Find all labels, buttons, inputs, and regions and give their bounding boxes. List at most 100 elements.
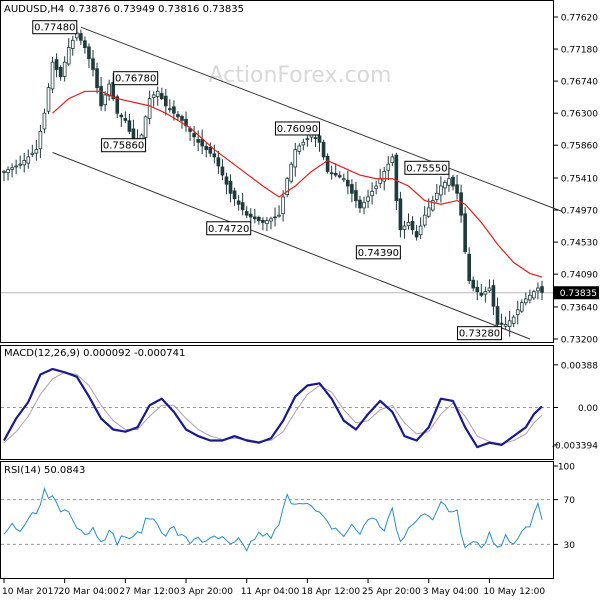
candle-body — [507, 320, 512, 328]
candle-body — [168, 108, 172, 111]
candle — [297, 143, 302, 155]
candle — [261, 217, 265, 231]
candle — [451, 174, 455, 191]
candle-body — [382, 171, 387, 182]
candle — [515, 300, 520, 325]
candle — [99, 76, 103, 111]
candle-body — [103, 94, 107, 106]
candle-body — [204, 146, 209, 150]
candle — [50, 56, 55, 93]
candle-body — [83, 40, 87, 48]
candle-body — [143, 116, 148, 138]
candle-body — [46, 87, 51, 112]
candle — [46, 83, 51, 114]
candle-body — [232, 190, 237, 200]
candle-body — [236, 200, 241, 205]
rsi-y-tick-label: 70 — [564, 496, 576, 506]
candle-body — [499, 322, 504, 325]
candle — [519, 299, 524, 313]
price-annotation-box — [101, 138, 147, 153]
price-panel-frame — [0, 0, 554, 343]
price-y-tick-label: 0.76740 — [561, 78, 598, 88]
candle — [236, 195, 241, 211]
price-annotation: 0.75550 — [404, 160, 450, 175]
candle — [83, 36, 87, 54]
candle-body — [155, 90, 160, 97]
candle-body — [471, 279, 476, 289]
candle — [38, 124, 43, 159]
price-y-tick-label: 0.74090 — [561, 271, 598, 281]
candle-body — [99, 86, 103, 107]
price-annotation-label: 0.77480 — [34, 23, 75, 34]
ohlc-values: 0.73876 0.73949 0.73816 0.73835 — [69, 4, 244, 15]
price-annotation-label: 0.76090 — [277, 124, 318, 135]
rsi-panel-frame — [0, 461, 554, 579]
candle — [459, 184, 463, 223]
candle — [176, 111, 180, 121]
candle — [289, 161, 294, 184]
candle — [418, 217, 423, 240]
candle — [212, 144, 217, 164]
candle-body — [188, 128, 192, 132]
candle-body — [172, 106, 176, 114]
macd-layer — [1, 367, 553, 449]
candle — [87, 43, 91, 68]
candle-body — [463, 213, 467, 252]
candle-body — [30, 152, 35, 155]
candle — [491, 279, 496, 315]
macd-title: MACD(12,26,9) 0.000092 -0.000741 — [4, 348, 185, 359]
candle — [325, 153, 330, 174]
candle — [346, 170, 350, 195]
candle — [406, 213, 411, 230]
price-annotation-box — [113, 71, 159, 86]
rsi-y-tick-label: 30 — [564, 541, 576, 551]
candle-body — [95, 68, 99, 89]
candle-body — [467, 253, 472, 282]
price-annotation-label: 0.74390 — [358, 248, 399, 259]
candle — [362, 196, 366, 215]
candle — [123, 111, 128, 124]
candle-body — [536, 287, 540, 292]
candle — [26, 149, 31, 169]
candle-body — [22, 160, 27, 166]
price-layer: 0.77480 0.76780 0.75860 0.76090 0.74720 0.755… — [1, 20, 563, 341]
candle — [180, 114, 184, 129]
rsi-y-tick-label: 100 — [558, 463, 575, 473]
candle-body — [14, 165, 18, 168]
candle-body — [54, 59, 59, 70]
candle — [172, 100, 176, 121]
candle — [301, 138, 306, 151]
candle-body — [398, 198, 403, 231]
candle-body — [495, 306, 500, 325]
candle — [79, 29, 83, 45]
candle — [95, 62, 99, 94]
candle — [147, 90, 152, 125]
candle — [192, 126, 196, 147]
price-annotation-box — [404, 160, 450, 175]
candle-body — [435, 192, 439, 200]
price-annotation: 0.74720 — [206, 221, 252, 236]
candle — [463, 207, 467, 254]
rsi-title: RSI(14) 50.0843 — [4, 465, 85, 476]
candle — [455, 174, 459, 200]
price-annotation-box — [457, 326, 503, 341]
candle-body — [228, 180, 233, 194]
candle — [14, 159, 18, 174]
price-annotation-box — [206, 221, 252, 236]
candle — [66, 38, 71, 66]
candle-body — [540, 286, 544, 293]
candle-body — [321, 141, 326, 158]
candle-body — [430, 200, 435, 211]
candle-body — [91, 58, 95, 70]
candle — [285, 176, 289, 198]
candle-body — [313, 137, 318, 140]
candle — [188, 126, 192, 141]
candle-body — [443, 181, 447, 189]
candle — [232, 187, 237, 206]
candle — [317, 133, 322, 152]
candle-body — [293, 149, 298, 168]
axis-layer: 0.77620 0.77180 0.76740 0.76300 0.75860 0.754… — [2, 14, 599, 597]
candle-body — [34, 149, 39, 154]
